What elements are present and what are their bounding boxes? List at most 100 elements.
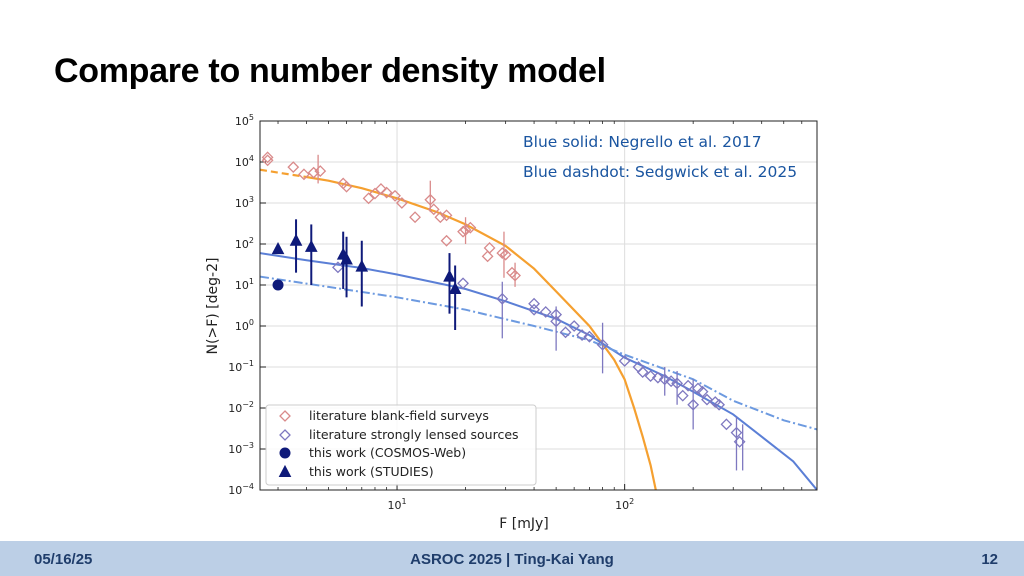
plot-frame — [259, 120, 818, 491]
legend-label-cosmos-web: this work (COSMOS-Web) — [309, 445, 466, 460]
point-lensed — [733, 435, 746, 448]
y-tick-label: 100 — [235, 318, 254, 333]
legend-label-studies: this work (STUDIES) — [309, 464, 434, 479]
point-studies — [271, 242, 285, 255]
slide-footer: 05/16/25 ASROC 2025 | Ting-Kai Yang 12 — [0, 541, 1024, 576]
point-blank-field — [509, 269, 521, 282]
point-studies — [304, 239, 318, 252]
point-blank-field — [427, 203, 440, 216]
legend-box — [265, 404, 537, 486]
point-lensed — [550, 308, 563, 321]
legend-marker-blank-field — [279, 410, 291, 422]
point-blank-field — [261, 151, 274, 164]
point-cosmos-web — [272, 279, 284, 291]
point-blank-field — [395, 197, 408, 209]
point-blank-field — [499, 248, 512, 261]
point-studies — [289, 233, 303, 246]
point-lensed — [596, 338, 609, 351]
point-lensed — [713, 398, 726, 411]
point-lensed — [682, 379, 695, 392]
y-tick-label: 10−1 — [228, 359, 254, 374]
point-lensed — [332, 261, 344, 274]
point-blank-field — [483, 242, 496, 254]
model-curve-orange-dashed — [260, 168, 307, 179]
legend-marker-studies — [278, 464, 292, 477]
footer-presenter: ASROC 2025 | Ting-Kai Yang — [410, 551, 614, 568]
point-blank-field — [298, 168, 310, 181]
point-lensed — [720, 418, 733, 431]
point-blank-field — [440, 209, 453, 222]
point-blank-field — [440, 234, 453, 247]
point-lensed — [687, 398, 700, 411]
chart-legend: literature blank-field surveys literatur… — [265, 404, 537, 486]
point-lensed — [618, 355, 631, 367]
point-lensed — [636, 366, 649, 379]
point-lensed — [496, 292, 509, 305]
point-lensed — [671, 377, 684, 390]
point-lensed — [457, 277, 469, 290]
point-blank-field — [409, 211, 421, 224]
point-studies — [340, 252, 353, 265]
point-blank-field — [287, 161, 300, 174]
point-lensed — [651, 371, 664, 384]
point-lensed — [583, 330, 596, 343]
point-lensed — [701, 393, 713, 406]
point-blank-field — [261, 154, 274, 167]
number-density-chart: 101 102 10−4 10−3 10−2 10−1 100 101 102 103 104 105… — [205, 113, 818, 532]
point-lensed — [576, 329, 588, 342]
point-lensed — [730, 426, 743, 439]
point-blank-field — [459, 224, 472, 236]
y-tick-label: 103 — [235, 195, 254, 210]
point-blank-field — [307, 166, 320, 179]
point-lensed — [559, 326, 572, 339]
point-lensed — [568, 320, 581, 332]
y-tick-label: 104 — [235, 154, 254, 169]
legend-label-blank-field: literature blank-field surveys — [309, 408, 489, 423]
annotation-sedgwick: Blue dashdot: Sedgwick et al. 2025 — [523, 163, 797, 181]
point-blank-field — [375, 183, 387, 195]
legend-label-lensed: literature strongly lensed sources — [309, 427, 519, 442]
point-blank-field — [496, 247, 509, 260]
legend-marker-lensed — [279, 429, 291, 441]
point-blank-field — [389, 189, 401, 202]
y-tick-label: 10−3 — [228, 441, 254, 456]
point-lensed — [696, 385, 709, 398]
x-tick-label: 102 — [615, 497, 634, 512]
legend-marker-cosmos-web — [279, 447, 291, 459]
point-lensed — [528, 297, 540, 310]
point-blank-field — [464, 221, 477, 234]
x-axis-label: F [mJy] — [499, 516, 548, 532]
point-studies — [355, 259, 369, 272]
point-blank-field — [380, 186, 393, 199]
point-lensed — [658, 373, 671, 386]
model-curve-sedgwick — [260, 275, 817, 431]
point-studies — [448, 281, 462, 294]
point-blank-field — [434, 211, 447, 224]
y-tick-label: 101 — [235, 277, 254, 292]
point-lensed — [539, 306, 552, 318]
point-lensed — [644, 370, 657, 383]
point-blank-field — [424, 193, 437, 206]
x-tick-label: 101 — [387, 497, 406, 512]
data-points — [261, 151, 746, 471]
model-curve-negrello — [260, 252, 817, 490]
slide-title: Compare to number density model — [54, 52, 606, 90]
point-lensed — [550, 315, 563, 328]
y-tick-label: 10−4 — [228, 482, 254, 497]
point-blank-field — [362, 192, 375, 205]
point-lensed — [676, 389, 689, 402]
y-tick-label: 102 — [235, 236, 254, 251]
point-lensed — [692, 382, 704, 395]
point-lensed — [528, 303, 540, 316]
point-blank-field — [340, 180, 353, 193]
y-tick-label: 105 — [235, 113, 254, 128]
footer-date: 05/16/25 — [34, 551, 93, 568]
point-blank-field — [481, 250, 494, 263]
y-axis-label: N(>F) [deg-2] — [205, 258, 221, 355]
y-tick-label: 10−2 — [228, 400, 254, 415]
point-lensed — [665, 375, 678, 388]
annotation-negrello: Blue solid: Negrello et al. 2017 — [523, 133, 762, 151]
footer-page-number: 12 — [981, 551, 998, 568]
point-blank-field — [314, 165, 327, 178]
point-studies — [443, 269, 456, 282]
